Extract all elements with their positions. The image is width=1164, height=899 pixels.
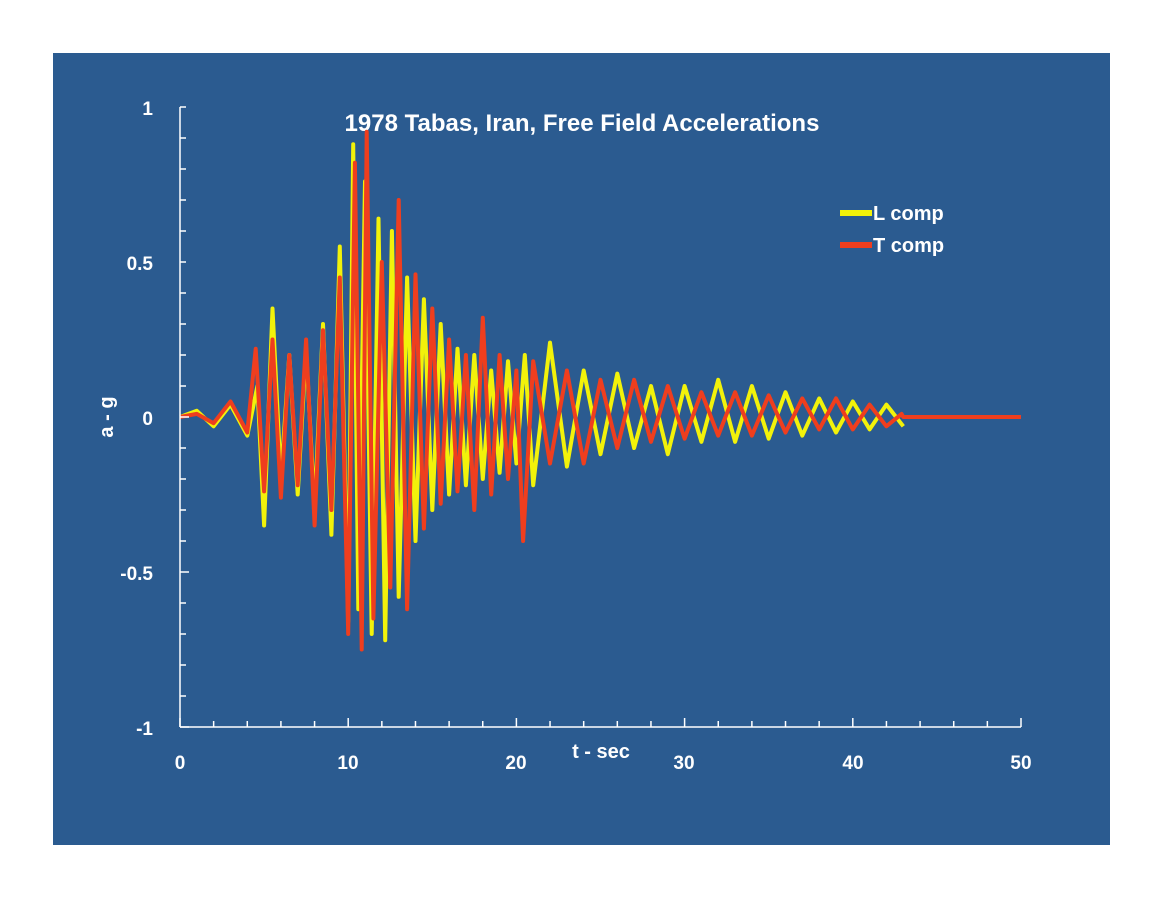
x-axis-label: t - sec	[572, 741, 630, 763]
y-tick-label: 0	[142, 409, 153, 430]
x-tick-labels: 0 10 20 30 40 50	[175, 753, 1032, 774]
x-tick-label: 10	[337, 753, 358, 774]
series-layer	[179, 129, 1021, 652]
y-tick-label: -1	[136, 719, 153, 740]
y-axis-label: a - g	[96, 396, 118, 437]
series-line-t-comp	[179, 129, 1021, 652]
legend: L comp T comp	[840, 203, 944, 257]
y-tick-label: 1	[142, 99, 153, 120]
legend-label-t-comp: T comp	[873, 235, 944, 257]
x-tick-label: 30	[673, 753, 694, 774]
legend-label-l-comp: L comp	[873, 203, 944, 225]
chart-svg: 1978 Tabas, Iran, Free Field Acceleratio…	[96, 99, 1032, 774]
chart-title: 1978 Tabas, Iran, Free Field Acceleratio…	[345, 110, 820, 137]
x-tick-label: 20	[505, 753, 526, 774]
chart-panel: 1978 Tabas, Iran, Free Field Acceleratio…	[53, 53, 1110, 845]
y-tick-label: 0.5	[127, 254, 154, 275]
x-tick-label: 50	[1010, 753, 1031, 774]
y-tick-labels: 1 0.5 0 -0.5 -1	[120, 99, 153, 740]
y-tick-label: -0.5	[120, 564, 153, 585]
tick-layer	[179, 106, 1022, 728]
x-tick-label: 40	[842, 753, 863, 774]
x-tick-label: 0	[175, 753, 186, 774]
